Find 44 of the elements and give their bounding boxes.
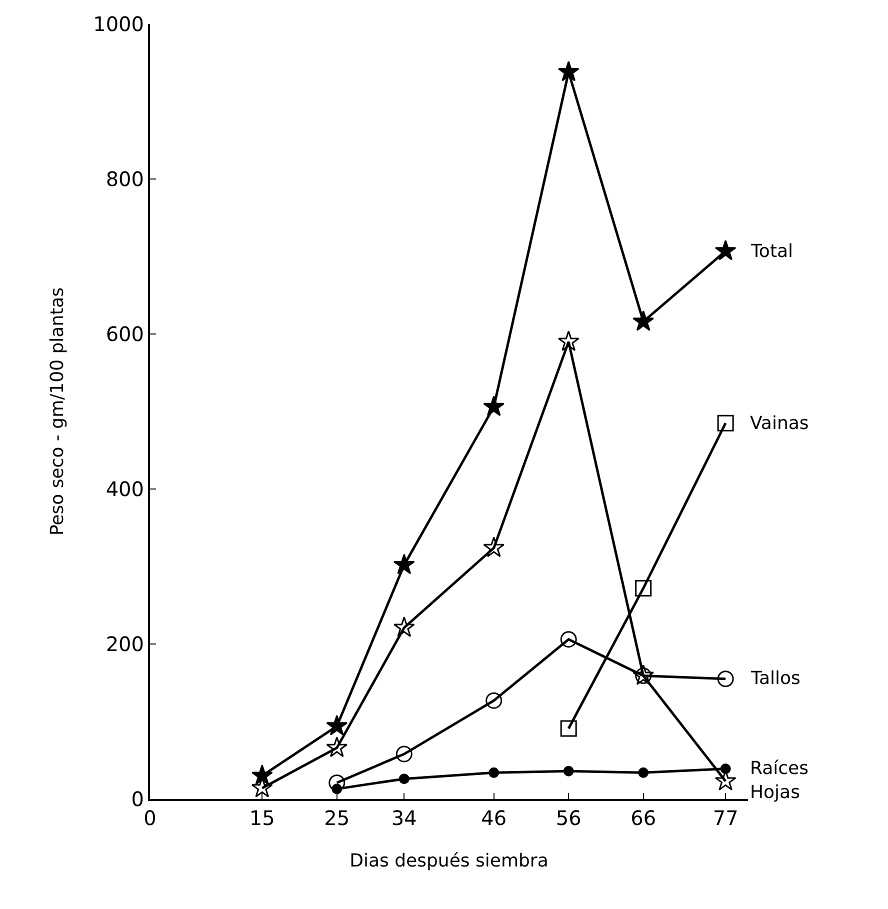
point bbox=[326, 736, 348, 758]
point bbox=[393, 616, 415, 637]
x-tick-label: 34 bbox=[391, 806, 417, 830]
point bbox=[332, 784, 342, 794]
point bbox=[328, 774, 346, 791]
series-label: Hojas bbox=[750, 782, 800, 803]
point bbox=[638, 767, 649, 778]
x-tick-label: 25 bbox=[324, 806, 350, 830]
y-tick-label: 200 bbox=[106, 632, 144, 656]
point bbox=[393, 554, 415, 574]
point bbox=[717, 414, 734, 432]
y-tick-label: 800 bbox=[106, 167, 144, 191]
x-tick-label: 15 bbox=[249, 806, 275, 830]
point bbox=[635, 580, 652, 596]
point bbox=[486, 692, 502, 709]
y-tick-label: 1000 bbox=[93, 12, 144, 36]
point bbox=[483, 396, 505, 416]
point bbox=[558, 330, 580, 351]
point bbox=[632, 310, 654, 331]
point bbox=[714, 240, 736, 260]
y-axis-title: Peso seco - gm/100 plantas bbox=[46, 287, 68, 536]
point bbox=[563, 766, 574, 776]
point bbox=[717, 670, 734, 688]
x-tick-label: 56 bbox=[556, 806, 582, 830]
x-axis-title: Dias después siembra bbox=[350, 850, 548, 872]
point bbox=[560, 720, 577, 737]
point bbox=[251, 764, 273, 785]
point bbox=[398, 774, 410, 784]
point bbox=[326, 714, 348, 736]
y-tick-label: 600 bbox=[106, 322, 144, 346]
series-label: Vainas bbox=[750, 413, 809, 434]
point bbox=[488, 767, 500, 778]
series-label: Raíces bbox=[750, 758, 808, 779]
y-tick-label: 400 bbox=[106, 477, 144, 501]
point bbox=[483, 536, 505, 558]
point bbox=[558, 60, 580, 82]
x-tick-label: 66 bbox=[630, 806, 656, 830]
x-tick-label: 77 bbox=[712, 806, 738, 830]
series-label: Tallos bbox=[750, 668, 800, 689]
series-label: Total bbox=[750, 241, 794, 262]
x-tick-label: 46 bbox=[481, 806, 507, 830]
point bbox=[560, 631, 577, 648]
point bbox=[396, 746, 412, 762]
y-tick-label: 0 bbox=[131, 787, 144, 811]
